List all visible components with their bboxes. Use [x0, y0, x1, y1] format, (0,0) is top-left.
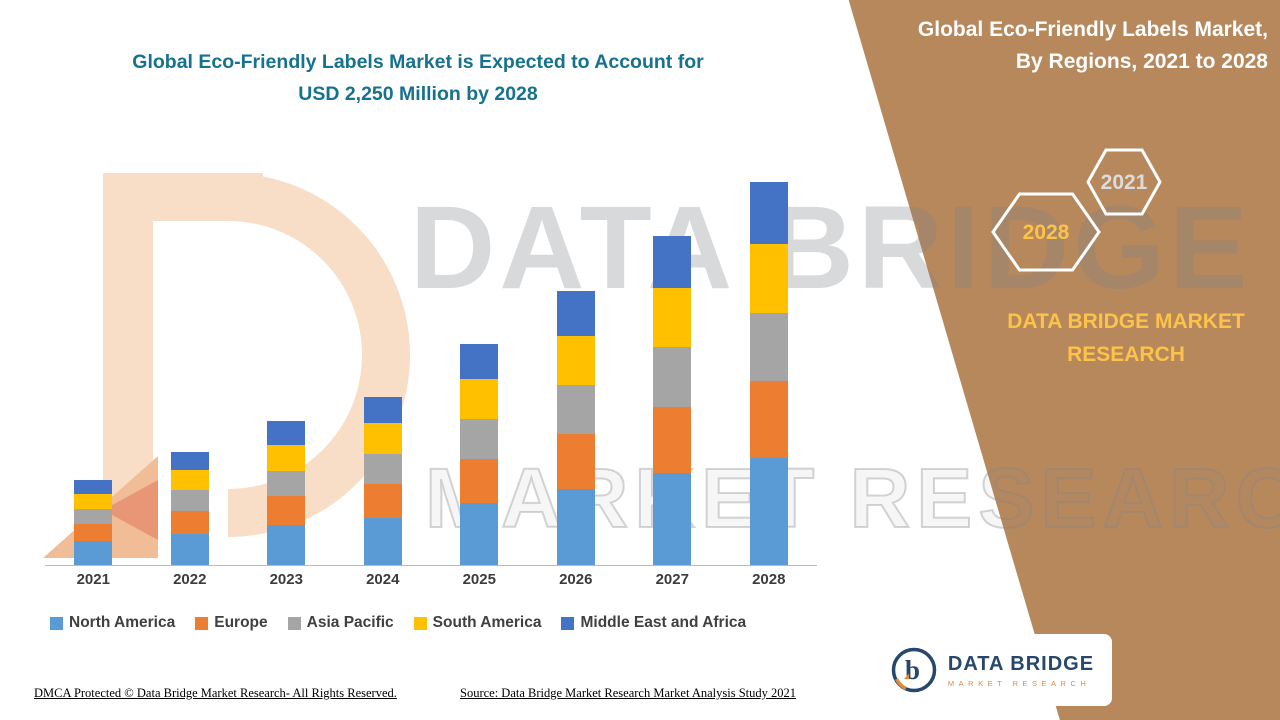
bar-segment-2023 [267, 525, 306, 565]
bar-segment-2025 [460, 378, 499, 419]
bar-segment-2025 [460, 458, 499, 503]
bar-segment-2025 [460, 418, 499, 459]
legend-label: Europe [214, 614, 268, 631]
bar-segment-2021 [74, 493, 113, 509]
bar-segment-2023 [267, 445, 306, 471]
bar-segment-2023 [267, 470, 306, 497]
legend-label: Asia Pacific [306, 614, 394, 631]
data-bridge-logo: b DATA BRIDGE MARKET RESEARCH [872, 634, 1112, 706]
x-axis-labels: 2021 2022 2023 2024 2025 2026 2027 2028 [45, 571, 817, 588]
data-bridge-logo-icon: b [891, 647, 937, 693]
bar-segment-2026 [556, 291, 595, 336]
bar-segment-2024 [363, 518, 402, 565]
legend-item: Asia Pacific [287, 614, 394, 632]
bar-2025 [460, 343, 499, 565]
x-axis-label: 2028 [752, 571, 786, 588]
logo-tagline: MARKET RESEARCH [947, 678, 1091, 688]
legend-item: North America [50, 614, 175, 632]
legend-swatch-icon [287, 616, 301, 630]
legend-item: Europe [195, 614, 268, 632]
legend-swatch-icon [195, 616, 209, 630]
bar-segment-2026 [556, 335, 595, 385]
bar-segment-2022 [170, 533, 209, 565]
dmca-footer-text: DMCA Protected © Data Bridge Market Rese… [34, 686, 397, 700]
bar-2021 [74, 480, 113, 565]
side-panel-title-line2: By Regions, 2021 to 2028 [1015, 49, 1268, 73]
bar-segment-2027 [653, 287, 692, 348]
bar-2022 [170, 451, 209, 565]
x-axis-label: 2027 [655, 571, 689, 588]
hexagon-2021-label: 2021 [1101, 171, 1148, 194]
legend-swatch-icon [50, 616, 63, 630]
bar-segment-2021 [74, 480, 113, 494]
bar-segment-2021 [74, 541, 113, 565]
bar-segment-2028 [749, 381, 788, 458]
legend-label: North America [69, 614, 176, 631]
bar-segment-2027 [653, 406, 692, 474]
legend-swatch-icon [561, 616, 575, 630]
bar-segment-2023 [267, 421, 306, 446]
bar-2027 [653, 236, 692, 565]
x-axis-label: 2025 [462, 571, 496, 588]
bar-2024 [363, 396, 402, 565]
bar-segment-2028 [749, 243, 788, 313]
x-axis-label: 2023 [269, 571, 303, 588]
bar-segment-2024 [363, 453, 402, 485]
svg-text:b: b [905, 655, 920, 685]
bar-segment-2026 [556, 488, 595, 565]
bar-segment-2027 [653, 347, 692, 407]
legend-item: South America [413, 614, 542, 632]
x-axis-label: 2021 [76, 571, 110, 588]
bar-segment-2026 [556, 434, 595, 489]
side-panel-title: Global Eco-Friendly Labels Market, By Re… [868, 14, 1268, 77]
bar-segment-2021 [74, 524, 113, 542]
legend-label: South America [432, 614, 542, 631]
side-panel-title-line1: Global Eco-Friendly Labels Market, [917, 18, 1268, 41]
bar-2028 [749, 182, 788, 565]
bar-segment-2022 [170, 469, 209, 491]
legend-label: Middle East and Africa [580, 614, 747, 631]
bar-segment-2023 [267, 496, 306, 525]
bar-segment-2022 [170, 490, 209, 511]
page-title-line1: Global Eco-Friendly Labels Market is Exp… [132, 51, 704, 73]
brand-text: DATA BRIDGE MARKET RESEARCH [1007, 310, 1245, 366]
source-footer-text: Source: Data Bridge Market Research Mark… [460, 686, 797, 700]
bar-segment-2028 [749, 312, 788, 382]
bar-segment-2025 [460, 343, 499, 379]
page-title-line2: USD 2,250 Million by 2028 [298, 83, 538, 106]
bar-segment-2024 [363, 423, 402, 454]
plot-area [45, 168, 817, 566]
bar-segment-2028 [749, 457, 788, 565]
bar-segment-2026 [556, 384, 595, 435]
bar-segment-2028 [749, 182, 788, 244]
stacked-bar-chart: 2021 2022 2023 2024 2025 2026 2027 2028 [45, 168, 817, 600]
bar-segment-2022 [170, 510, 209, 534]
legend-item: Middle East and Africa [561, 614, 746, 632]
bar-segment-2027 [653, 473, 692, 565]
watermark-text-primary: DATA BRIDGE [410, 182, 1252, 314]
bar-segment-2025 [460, 502, 499, 565]
bar-2023 [267, 421, 306, 565]
bar-2026 [556, 291, 595, 565]
logo-name: DATA BRIDGE [947, 652, 1095, 675]
legend-swatch-icon [413, 616, 427, 630]
x-axis-label: 2022 [173, 571, 207, 588]
hexagon-2028-label: 2028 [1023, 221, 1070, 244]
x-axis-label: 2026 [559, 571, 593, 588]
legend: North America Europe Asia Pacific South Ame… [50, 614, 746, 632]
bar-segment-2024 [363, 396, 402, 424]
bar-segment-2022 [170, 451, 209, 470]
hexagon-year-badges: 2028 2021 [991, 148, 1162, 272]
bar-segment-2027 [653, 236, 692, 288]
bar-segment-2024 [363, 484, 402, 519]
bar-segment-2021 [74, 508, 113, 525]
hexagon-2021-icon [1086, 148, 1162, 216]
hexagon-2028-icon [991, 192, 1101, 272]
page-title: Global Eco-Friendly Labels Market is Exp… [88, 46, 748, 110]
x-axis-label: 2024 [366, 571, 400, 588]
